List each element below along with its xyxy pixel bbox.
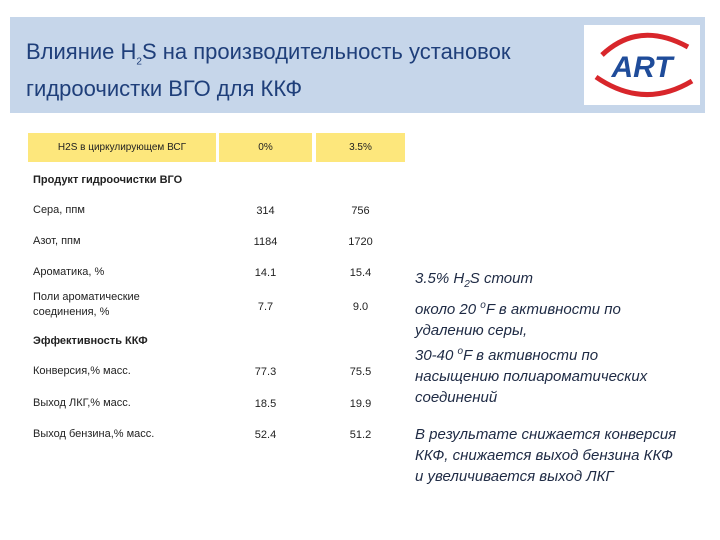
note-text: F в активности по <box>485 301 621 318</box>
logo-graphic: ART <box>594 32 694 98</box>
row-label: Ароматика, % <box>33 265 105 278</box>
note-superscript: o <box>457 346 464 357</box>
cell-value: 1720 <box>348 236 373 248</box>
note-paragraph: 3.5% H2S стоит около 20 oF в активности … <box>415 268 676 408</box>
cell-value: 1184 <box>253 236 278 248</box>
note-superscript: o <box>480 300 486 311</box>
cell-value: 9.0 <box>352 301 369 313</box>
row-label: Конверсия,% масс. <box>33 364 131 377</box>
table-header: 0% <box>219 133 312 162</box>
row-label: Выход бензина,% масс. <box>33 427 155 440</box>
table-header: 3.5% <box>316 133 405 162</box>
row-label: соединения, % <box>33 305 110 318</box>
cell-value: 314 <box>256 205 275 217</box>
slide-title: Влияние H2S на производительность устано… <box>26 38 586 102</box>
cell-value: 756 <box>351 205 370 217</box>
row-label: Сера, ппм <box>33 203 85 216</box>
cell-value: 19.9 <box>349 398 372 410</box>
note: 3.5% H2S стоит около 20 oF в активности … <box>415 268 676 487</box>
cell-value: 14.1 <box>254 267 277 279</box>
note-text: В результате снижается конверсия <box>415 426 677 443</box>
note-text: насыщению полиароматических <box>415 368 648 385</box>
title-subscript: 2 <box>136 56 142 68</box>
table-header: H2S в циркулирующем ВСГ <box>28 133 216 162</box>
cell-value: 77.3 <box>254 366 277 378</box>
note-text: S стоит <box>469 270 533 287</box>
note-subscript: 2 <box>464 279 470 290</box>
title-text: Влияние H <box>26 39 137 64</box>
note-text: удалению серы, <box>415 322 528 339</box>
row-label: Выход ЛКГ,% масс. <box>33 396 131 409</box>
note-text: ККФ, снижается выход бензина ККФ <box>415 447 673 464</box>
row-label: Поли ароматические <box>33 290 140 303</box>
cell-value: 15.4 <box>349 267 372 279</box>
logo: ART <box>584 25 700 105</box>
cell-value: 52.4 <box>254 429 277 441</box>
cell-value: 18.5 <box>254 398 277 410</box>
cell-value: 75.5 <box>349 366 372 378</box>
note-text: 3.5% H <box>415 270 465 287</box>
section-label: Продукт гидроочистки ВГО <box>33 174 183 186</box>
logo-text: ART <box>610 51 675 84</box>
title-text: гидроочистки ВГО для ККФ <box>26 76 303 102</box>
note-text: и увеличивается выход ЛКГ <box>415 468 614 485</box>
note-text: около 20 <box>415 301 481 318</box>
cell-value: 7.7 <box>257 301 274 313</box>
cell-value: 51.2 <box>349 429 372 441</box>
row-label: Азот, ппм <box>33 234 81 247</box>
section-label: Эффективность ККФ <box>33 335 148 347</box>
note-text: соединений <box>415 389 498 406</box>
title-text: S на производительность установок <box>141 39 511 64</box>
note-text: 30-40 <box>415 347 458 364</box>
note-text: F в активности по <box>463 347 599 364</box>
note-paragraph: В результате снижается конверсия ККФ, сн… <box>415 424 676 487</box>
